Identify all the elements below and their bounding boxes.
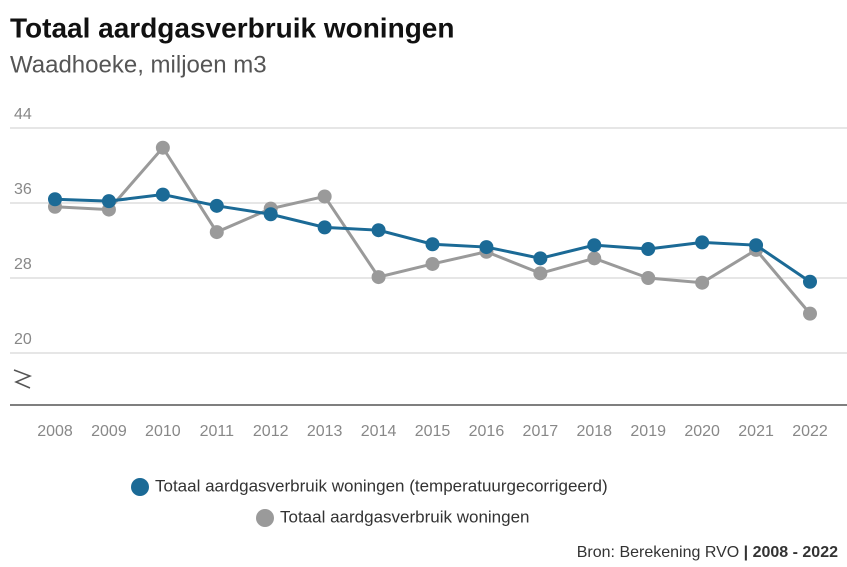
y-tick-label: 36 [14, 181, 32, 198]
data-point [317, 220, 332, 235]
data-point [803, 274, 817, 289]
data-point [48, 192, 62, 207]
source-period: | 2008 - 2022 [744, 544, 838, 561]
x-tick-label: 2017 [523, 423, 559, 440]
y-tick-label: 44 [14, 106, 32, 123]
data-point [641, 271, 656, 285]
chart-subtitle: Waadhoeke, miljoen m3 [10, 51, 267, 78]
x-tick-label: 2022 [792, 423, 828, 440]
data-point [155, 140, 170, 155]
y-tick-label: 20 [14, 331, 32, 348]
x-tick-label: 2011 [200, 423, 235, 440]
legend-label: Totaal aardgasverbruik woningen [280, 507, 530, 526]
x-tick-label: 2009 [91, 423, 127, 440]
chart-title: Totaal aardgasverbruik woningen [10, 12, 454, 43]
data-point [101, 194, 116, 209]
x-tick-label: 2016 [469, 423, 505, 440]
data-point [209, 198, 224, 213]
x-tick-label: 2018 [576, 423, 612, 440]
x-tick-label: 2013 [307, 423, 343, 440]
data-point [641, 241, 656, 256]
data-point [425, 256, 440, 271]
data-point [533, 266, 548, 281]
data-point [479, 240, 494, 255]
source-text: Bron: Berekening RVO [577, 544, 739, 561]
source: Bron: Berekening RVO | 2008 - 2022 [577, 544, 838, 561]
data-point [695, 235, 710, 250]
x-tick-label: 2021 [738, 423, 774, 440]
x-tick-label: 2020 [684, 423, 720, 440]
data-point [533, 251, 548, 266]
axis-break [13, 369, 33, 389]
x-tick-label: 2015 [415, 423, 451, 440]
x-tick-label: 2010 [145, 423, 181, 440]
data-point [263, 207, 278, 222]
data-point [371, 223, 386, 238]
legend-label: Totaal aardgasverbruik woningen (tempera… [155, 476, 608, 495]
series-line [54, 145, 812, 315]
x-tick-label: 2019 [630, 423, 666, 440]
x-tick-label: 2012 [253, 423, 289, 440]
data-point [425, 237, 440, 252]
x-tick-label: 2014 [361, 423, 397, 440]
data-point [209, 225, 224, 240]
data-point [317, 189, 332, 204]
data-point [371, 270, 386, 285]
data-point [695, 275, 710, 290]
data-point [749, 238, 764, 253]
data-point [587, 238, 602, 253]
y-tick-label: 28 [14, 256, 32, 273]
data-point [587, 251, 602, 266]
data-point [803, 306, 817, 321]
data-point [155, 187, 170, 202]
x-tick-label: 2008 [37, 423, 73, 440]
legend-marker [256, 509, 274, 527]
legend-marker [131, 478, 149, 496]
